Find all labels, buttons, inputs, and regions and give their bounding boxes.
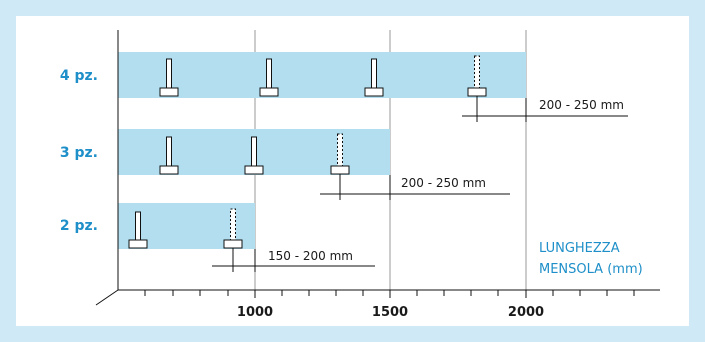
axis-perspective-line: [95, 289, 119, 306]
axis-title-line1: LUNGHEZZA: [539, 241, 620, 256]
tick-label-2000: 2000: [508, 305, 544, 320]
tick-label-1000: 1000: [237, 305, 273, 320]
bracket-icon: [128, 211, 148, 249]
tick-label-1500: 1500: [372, 305, 408, 320]
bracket-icon: [259, 58, 279, 97]
shelf-band-4: [118, 52, 526, 98]
bracket-icon: [364, 58, 384, 97]
dimension-marker-4: [462, 96, 628, 122]
bracket-icon: [159, 136, 179, 175]
row-label-3: 3 pz.: [60, 145, 98, 161]
x-tick-marks: [144, 290, 635, 298]
dimension-label-2: 150 - 200 mm: [268, 249, 353, 263]
dimension-marker-2: [212, 248, 375, 272]
row-label-4: 4 pz.: [60, 68, 98, 84]
bracket-icon: [159, 58, 179, 97]
row-label-2: 2 pz.: [60, 218, 98, 234]
bracket-icon: [244, 136, 264, 175]
axis-title-line2: MENSOLA (mm): [539, 262, 643, 277]
dimension-marker-3: [320, 174, 510, 200]
dimension-label-4: 200 - 250 mm: [539, 98, 624, 112]
dimension-label-3: 200 - 250 mm: [401, 176, 486, 190]
